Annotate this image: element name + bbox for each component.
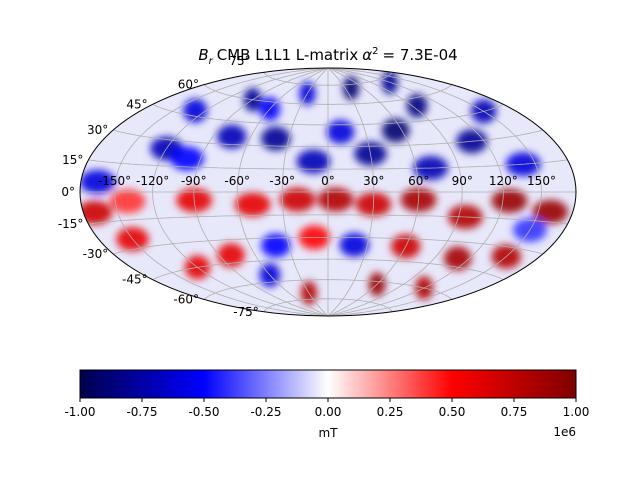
lat-tick-label: -15° [58, 217, 84, 231]
lat-tick-label: 15° [62, 153, 83, 167]
field-blob [216, 124, 247, 149]
meridian-line [327, 68, 420, 316]
colorbar-tick-label: 1.00 [563, 405, 590, 419]
field-blob [279, 187, 316, 212]
colorbar-label: mT [318, 426, 338, 440]
meridian-line [327, 68, 463, 316]
meridian-line [152, 68, 329, 316]
latitude-tick-labels: 60° 45° 30° 15° 0° -15° -30° -45° -60° -75° [58, 78, 259, 319]
lat-tick-label: 0° [61, 185, 75, 199]
lat-tick-label-top: 75° [229, 54, 250, 68]
colorbar-tick-label: 0.75 [501, 405, 528, 419]
lon-tick-label: 0° [321, 174, 335, 188]
lat-tick-label: 45° [126, 97, 147, 111]
lon-tick-label: 60° [408, 174, 429, 188]
lat-tick-label: 30° [87, 123, 108, 137]
lon-tick-label: 150° [527, 174, 556, 188]
colorbar-ticks: -1.00 -0.75 -0.50 -0.25 0.00 0.25 0.50 0.75 1.00 [64, 398, 589, 419]
hammer-map [79, 67, 577, 317]
field-blob [183, 98, 208, 123]
lon-tick-label: 90° [452, 174, 473, 188]
lat-tick-label: -75° [233, 305, 259, 319]
meridian-line [327, 68, 504, 316]
meridian-line [114, 68, 329, 316]
field-blob [296, 149, 331, 174]
meridian-line [236, 68, 329, 316]
meridian-line [281, 68, 329, 316]
colorbar-tick-label: -1.00 [64, 405, 95, 419]
lon-tick-label: -120° [136, 174, 169, 188]
field-blob [381, 118, 410, 143]
field-blob [317, 187, 354, 212]
colorbar-tick-label: -0.75 [126, 405, 157, 419]
lon-tick-label: -90° [181, 174, 207, 188]
lat-tick-label: -45° [122, 273, 148, 287]
lat-tick-label: 60° [178, 78, 199, 92]
meridian-line [327, 68, 542, 316]
field-blob [261, 233, 291, 258]
lon-tick-label: -30° [269, 174, 295, 188]
lat-tick-label: -60° [173, 292, 199, 306]
colorbar-tick-label: -0.50 [188, 405, 219, 419]
colorbar-tick-label: -0.25 [250, 405, 281, 419]
lon-tick-label: 30° [363, 174, 384, 188]
field-blob [217, 243, 245, 268]
lon-tick-label: 120° [489, 174, 518, 188]
field-blob [326, 119, 355, 144]
meridian-line [193, 68, 329, 316]
field-blob [491, 188, 528, 213]
field-blob [80, 169, 116, 194]
lat-tick-label: -30° [83, 247, 109, 261]
field-blob [532, 199, 568, 224]
chart-title: Br CMB L1L1 L-matrix α2 = 7.3E-04 [198, 46, 457, 67]
field-blob [261, 126, 291, 151]
graticule [80, 68, 576, 316]
map-outline [79, 67, 577, 317]
colorbar: -1.00 -0.75 -0.50 -0.25 0.00 0.25 0.50 0.75 1.00… [64, 369, 589, 440]
colorbar-tick-label: 0.50 [439, 405, 466, 419]
colorbar-offset-text: 1e6 [553, 425, 576, 439]
field-blob [406, 93, 428, 118]
meridian-line [327, 68, 375, 316]
field-blob [170, 146, 204, 171]
field-blob [109, 189, 146, 214]
field-blob [339, 232, 369, 257]
colorbar-gradient [79, 369, 577, 399]
field-blob [443, 246, 472, 271]
colorbar-tick-label: 0.00 [315, 405, 342, 419]
field-blob [234, 192, 271, 217]
longitude-tick-labels: -150° -120° -90° -60° -30° 0° 30° 60° 90° 120° 150… [98, 174, 556, 188]
lon-tick-label: -60° [224, 174, 250, 188]
lon-tick-label: -150° [98, 174, 131, 188]
colorbar-tick-label: 0.25 [377, 405, 404, 419]
